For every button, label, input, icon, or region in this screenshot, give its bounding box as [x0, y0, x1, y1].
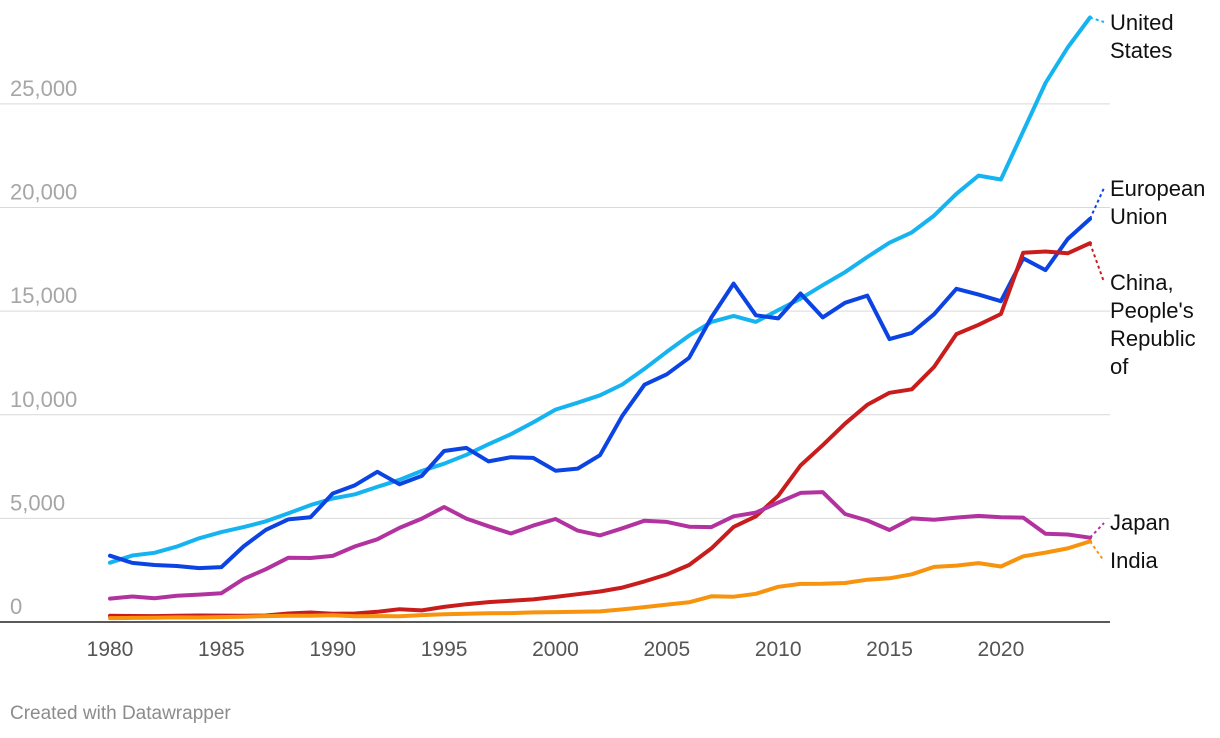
x-tick-label: 1990: [309, 638, 356, 661]
attribution-credit: Created with Datawrapper: [10, 703, 231, 724]
series-label-line: of: [1110, 354, 1129, 379]
series-line-1: [108, 216, 1092, 571]
series-label-line: States: [1110, 38, 1172, 63]
y-axis-tick-labels: 0 5,000 10,000 15,000 20,000 25,000: [10, 76, 77, 619]
series-label-line: China,: [1110, 270, 1174, 295]
series-line-2: [108, 241, 1092, 619]
series-labels: United States European Union China, People's R…: [1110, 10, 1205, 573]
series-label-line: Republic: [1110, 326, 1196, 351]
x-tick-label: 2005: [643, 638, 690, 661]
series-connector-3: [1089, 522, 1105, 539]
series-lines: [108, 15, 1105, 621]
x-tick-label: 2020: [978, 638, 1025, 661]
y-tick-label: 10,000: [10, 387, 77, 412]
series-label-line: Japan: [1110, 510, 1170, 535]
series-label-line: People's: [1110, 298, 1194, 323]
x-tick-label: 1985: [198, 638, 245, 661]
series-label-line: European: [1110, 176, 1205, 201]
y-tick-label: 15,000: [10, 283, 77, 308]
x-axis-tick-labels: 1980 1985 1990 1995 2000 2005 2010 2015 2020: [87, 638, 1025, 661]
series-label-3: Japan: [1110, 510, 1170, 535]
series-line-4: [108, 539, 1092, 621]
series-connector-0: [1089, 16, 1105, 23]
x-tick-label: 2000: [532, 638, 579, 661]
series-line-0: [108, 15, 1092, 565]
x-tick-label: 1995: [421, 638, 468, 661]
y-tick-label: 5,000: [10, 490, 65, 515]
series-label-1: European Union: [1110, 176, 1205, 229]
x-tick-label: 2010: [755, 638, 802, 661]
series-connector-1: [1089, 187, 1105, 220]
series-label-line: United: [1110, 10, 1174, 35]
x-tick-label: 1980: [87, 638, 134, 661]
series-label-2: China, People's Republic of: [1110, 270, 1196, 379]
series-connector-2: [1089, 242, 1105, 283]
y-tick-label: 20,000: [10, 180, 77, 205]
y-tick-label: 25,000: [10, 76, 77, 101]
x-tick-label: 2015: [866, 638, 913, 661]
series-connector-4: [1089, 540, 1105, 562]
series-label-line: Union: [1110, 204, 1167, 229]
series-label-0: United States: [1110, 10, 1174, 63]
gridlines: [0, 103, 1110, 623]
series-line-3: [108, 490, 1092, 601]
y-tick-label: 0: [10, 594, 22, 619]
series-label-line: India: [1110, 548, 1158, 573]
series-label-4: India: [1110, 548, 1158, 573]
